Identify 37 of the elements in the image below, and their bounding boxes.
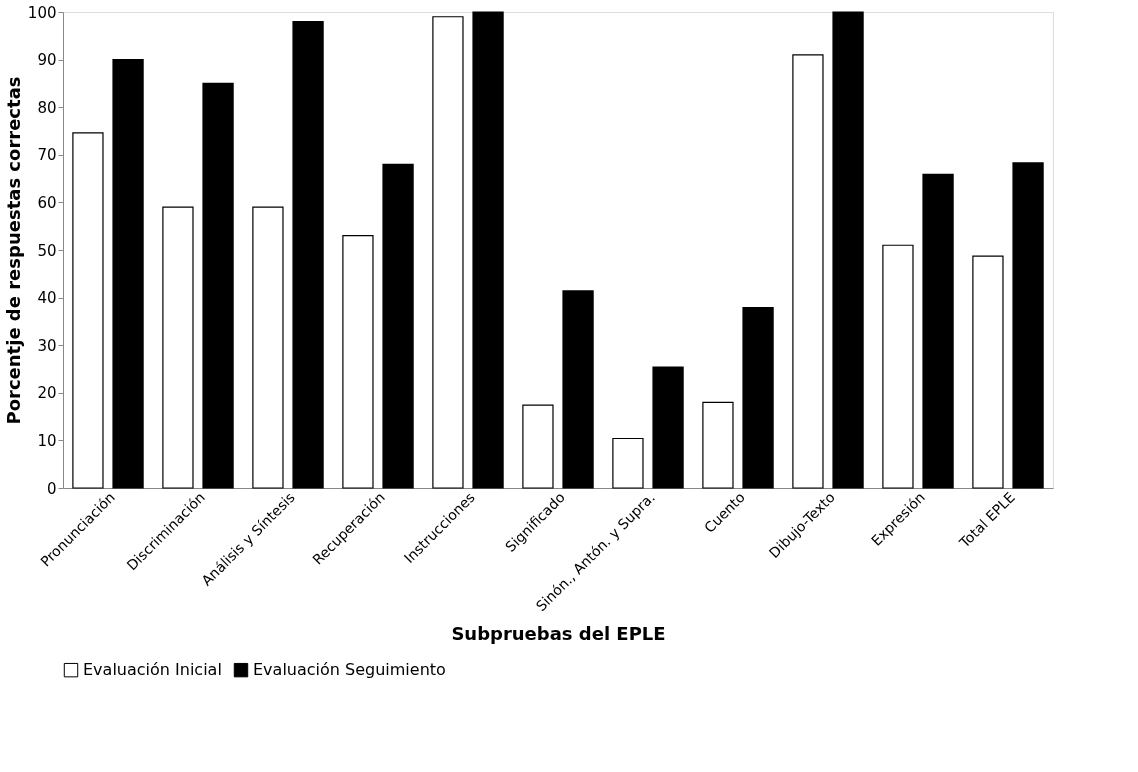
- y-tick-label: 30: [37, 336, 57, 355]
- bar: [342, 235, 374, 489]
- bar: [472, 11, 504, 489]
- bar: [382, 163, 414, 489]
- bar: [972, 255, 1004, 489]
- bar: [202, 82, 234, 489]
- bar: [742, 307, 774, 489]
- bar: [252, 206, 284, 489]
- y-tick-label: 10: [37, 431, 57, 450]
- bar: [882, 244, 914, 489]
- bar: [562, 290, 594, 489]
- bar: [522, 404, 554, 489]
- bar: [432, 16, 464, 489]
- y-tick-label: 0: [46, 479, 57, 498]
- bar: [792, 54, 824, 489]
- y-axis-title: Porcentje de respuestas correctas: [2, 76, 24, 425]
- bar: [832, 11, 864, 489]
- y-tick-label: 100: [27, 3, 57, 22]
- y-tick-label: 60: [37, 193, 57, 212]
- x-axis-title: Subpruebas del EPLE: [451, 623, 666, 645]
- legend-label: Evaluación Seguimiento: [253, 660, 446, 680]
- y-tick-label: 80: [37, 98, 57, 117]
- bar: [1012, 162, 1044, 489]
- bar: [652, 366, 684, 489]
- y-tick-label: 70: [37, 146, 57, 165]
- bar: [292, 20, 324, 489]
- bar: [162, 206, 194, 489]
- y-tick-label: 50: [37, 241, 57, 260]
- y-tick-label: 20: [37, 384, 57, 403]
- bar: [612, 437, 644, 489]
- y-tick-label: 40: [37, 289, 57, 308]
- legend-label: Evaluación Inicial: [83, 660, 222, 680]
- y-tick-label: 90: [37, 51, 57, 70]
- bar: [702, 401, 734, 489]
- bar: [922, 173, 954, 489]
- bar: [72, 132, 104, 489]
- bar: [112, 59, 144, 489]
